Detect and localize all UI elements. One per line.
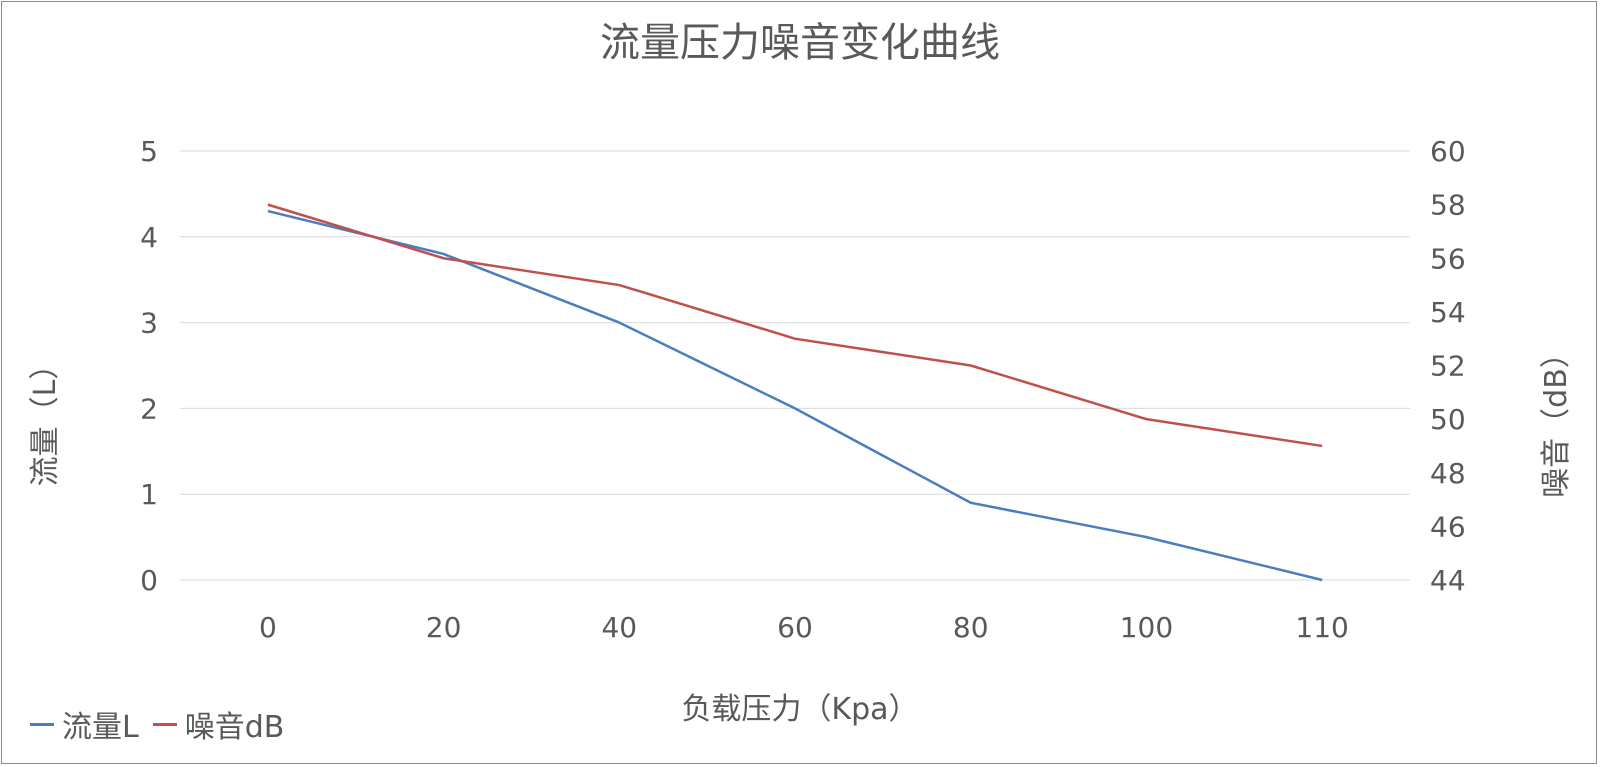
y-right-tick-label: 58 bbox=[1430, 189, 1466, 222]
y-left-tick-label: 5 bbox=[140, 135, 158, 168]
legend-swatch-noise bbox=[152, 722, 177, 726]
y-left-tick-label: 0 bbox=[140, 564, 158, 597]
y-right-tick-label: 44 bbox=[1430, 564, 1466, 597]
x-tick-label: 20 bbox=[426, 611, 462, 644]
x-tick-label: 0 bbox=[259, 611, 277, 644]
y-axis-left-label: 流量（L） bbox=[28, 349, 63, 487]
x-tick-label: 60 bbox=[777, 611, 813, 644]
legend: 流量L 噪音dB bbox=[30, 702, 298, 746]
y-left-tick-label: 2 bbox=[140, 392, 158, 425]
y-left-tick-label: 1 bbox=[140, 478, 158, 511]
series-line-flow bbox=[267, 209, 1323, 582]
x-tick-label: 110 bbox=[1295, 611, 1348, 644]
y-right-tick-label: 48 bbox=[1430, 457, 1466, 490]
y-right-tick-label: 54 bbox=[1430, 296, 1466, 329]
legend-swatch-flow bbox=[30, 722, 54, 726]
x-tick-label: 40 bbox=[601, 611, 637, 644]
y-right-tick-label: 52 bbox=[1430, 350, 1466, 383]
y-right-tick-label: 46 bbox=[1430, 510, 1466, 543]
y-right-tick-label: 60 bbox=[1430, 135, 1466, 168]
y-right-tick-label: 50 bbox=[1430, 403, 1466, 436]
y-left-tick-label: 3 bbox=[140, 307, 158, 340]
legend-label-flow: 流量L bbox=[62, 710, 139, 745]
legend-label-noise: 噪音dB bbox=[184, 710, 285, 745]
y-left-tick-label: 4 bbox=[140, 221, 158, 254]
y-right-tick-label: 56 bbox=[1430, 242, 1466, 275]
y-axis-right-label: 噪音（dB） bbox=[1539, 338, 1574, 498]
x-tick-label: 80 bbox=[953, 611, 989, 644]
legend-item-flow: 流量L bbox=[30, 702, 139, 746]
legend-item-noise: 噪音dB bbox=[152, 702, 285, 746]
chart-title: 流量压力噪音变化曲线 bbox=[600, 20, 1000, 66]
x-tick-label: 100 bbox=[1120, 611, 1173, 644]
x-axis-label: 负载压力（Kpa） bbox=[681, 692, 919, 727]
